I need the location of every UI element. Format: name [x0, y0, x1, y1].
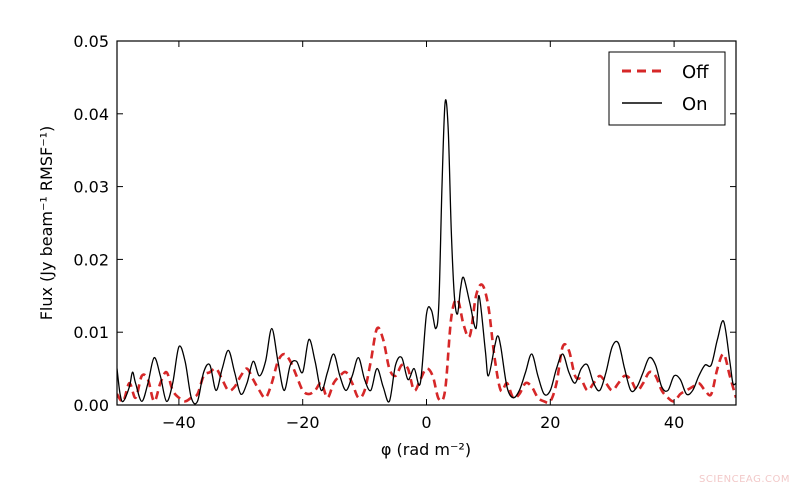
legend-label-on: On	[682, 94, 708, 115]
y-tick-label: 0.05	[73, 32, 109, 51]
series-line-on	[117, 99, 736, 405]
y-tick-label: 0.00	[73, 396, 109, 415]
x-tick-label: 40	[664, 413, 684, 432]
x-tick-label: −20	[286, 413, 320, 432]
ticks-layer: −40 −20 0 20 40 0.00 0.01 0.02 0.03 0.04 0.05	[73, 32, 736, 432]
y-axis-label: Flux (Jy beam⁻¹ RMSF⁻¹)	[37, 126, 56, 321]
y-tick-label: 0.01	[73, 323, 109, 342]
x-tick-label: −40	[162, 413, 196, 432]
y-tick-label: 0.02	[73, 250, 109, 269]
legend: Off On	[608, 51, 726, 126]
y-tick-label: 0.03	[73, 178, 109, 197]
legend-box	[608, 51, 726, 126]
series-layer	[117, 99, 736, 405]
x-tick-label: 0	[421, 413, 431, 432]
y-tick-label: 0.04	[73, 105, 109, 124]
legend-label-off: Off	[682, 62, 709, 83]
x-axis-label: φ (rad m⁻²)	[381, 440, 471, 459]
x-tick-label: 20	[540, 413, 560, 432]
watermark-text: SCIENCEAG.COM	[699, 474, 790, 485]
